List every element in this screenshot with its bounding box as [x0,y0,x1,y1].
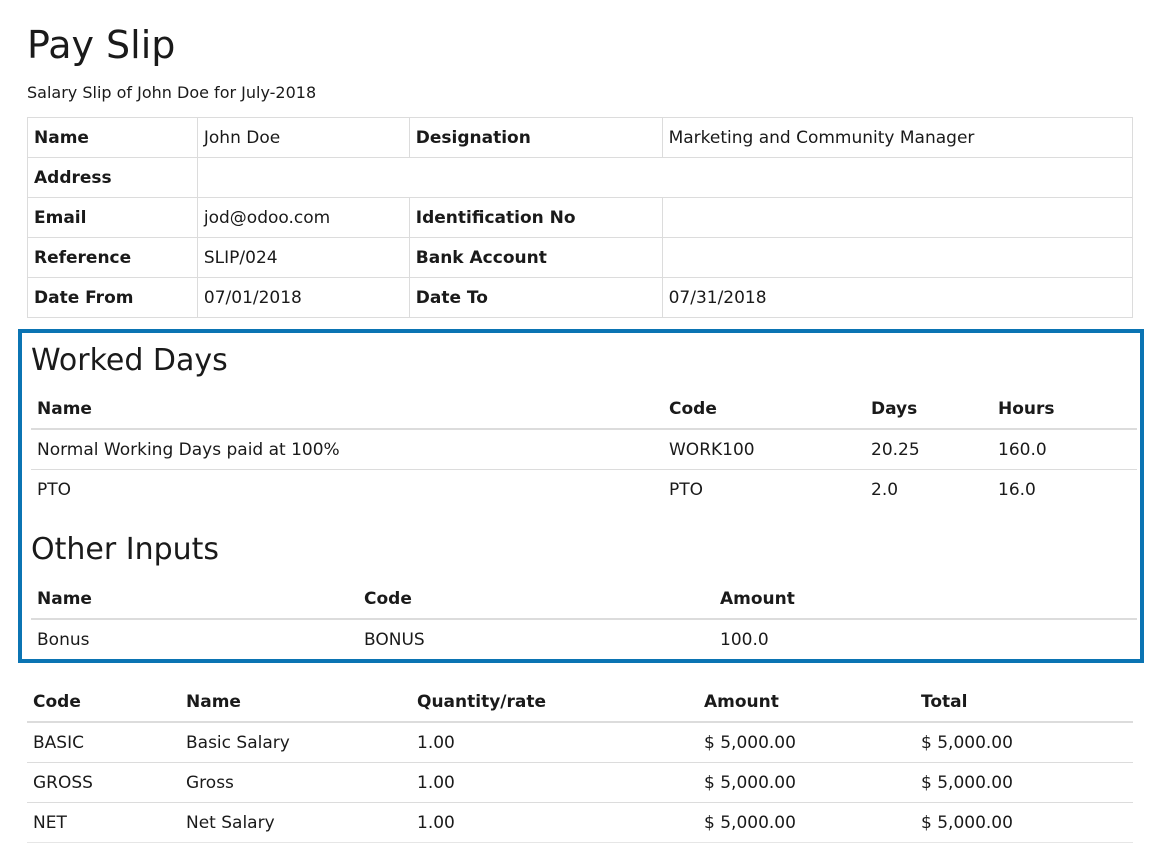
table-cell: 1.00 [411,722,698,763]
date-from-value: 07/01/2018 [196,277,410,318]
table-cell: WORK100 [663,429,865,470]
table-cell: BASIC [27,722,180,763]
column-header: Code [358,579,714,620]
info-row: Name John Doe Designation Marketing and … [27,117,1134,158]
email-value: jod@odoo.com [196,197,410,238]
column-header: Hours [992,389,1137,430]
column-header: Amount [714,579,1137,620]
table-cell: $ 5,000.00 [698,762,915,803]
date-from-label: Date From [27,277,198,318]
info-row: Email jod@odoo.com Identification No [27,197,1134,238]
table-row: GROSS Gross 1.00 $ 5,000.00 $ 5,000.00 [27,762,1133,803]
table-cell: Basic Salary [180,722,411,763]
page-subtitle: Salary Slip of John Doe for July-2018 [27,83,317,102]
bank-account-value [661,237,1134,278]
worked-days-heading: Worked Days [31,343,228,378]
name-value: John Doe [196,117,410,158]
salary-lines-table: Code Name Quantity/rate Amount Total BAS… [27,682,1133,843]
info-row: Address [27,157,1134,198]
employee-info-table: Name John Doe Designation Marketing and … [27,117,1134,318]
column-header: Name [31,389,663,430]
other-inputs-heading: Other Inputs [31,532,220,567]
identification-label: Identification No [408,197,663,238]
table-cell: PTO [669,479,704,500]
column-header: Quantity/rate [411,682,698,723]
table-cell: 1.00 [411,762,698,803]
other-inputs-table: Name Code Amount Bonus BONUS 100.0 [31,579,1137,659]
column-header: Days [865,389,992,430]
designation-value: Marketing and Community Manager [661,117,1134,158]
email-label: Email [27,197,198,238]
table-row: BASIC Basic Salary 1.00 $ 5,000.00 $ 5,0… [27,722,1133,763]
table-cell: Bonus [37,629,90,650]
info-row: Date From 07/01/2018 Date To 07/31/2018 [27,277,1134,318]
table-cell: PTO [37,479,72,500]
column-header: Amount [698,682,915,723]
table-cell: NET [27,802,180,843]
table-cell: $ 5,000.00 [915,762,1133,803]
reference-value: SLIP/024 [196,237,410,278]
table-row: NET Net Salary 1.00 $ 5,000.00 $ 5,000.0… [27,802,1133,843]
table-cell: BONUS [364,629,425,650]
designation-label: Designation [408,117,663,158]
table-row: Normal Working Days paid at 100% WORK100… [31,429,1137,470]
bank-account-label: Bank Account [408,237,663,278]
address-value [196,157,1134,198]
table-row: PTO PTO 2.0 16.0 [31,470,1137,510]
table-header-row: Code Name Quantity/rate Amount Total [27,682,1133,723]
table-cell: $ 5,000.00 [698,802,915,843]
info-row: Reference SLIP/024 Bank Account [27,237,1134,278]
worked-days-table: Name Code Days Hours Normal Working Days… [31,389,1137,509]
table-cell: 160.0 [992,429,1137,470]
address-label: Address [27,157,198,198]
column-header: Code [27,682,180,723]
table-header-row: Name Code Amount [31,579,1137,620]
table-cell: 20.25 [865,429,992,470]
column-header: Name [31,579,358,620]
date-to-value: 07/31/2018 [661,277,1134,318]
column-header: Code [663,389,865,430]
table-cell: GROSS [27,762,180,803]
table-row: Bonus BONUS 100.0 [31,619,1137,659]
date-to-label: Date To [408,277,663,318]
highlighted-inputs-section: Worked Days Name Code Days Hours Normal … [18,329,1144,663]
table-cell: 2.0 [871,479,899,500]
column-header: Name [180,682,411,723]
table-cell: 1.00 [411,802,698,843]
table-cell: Normal Working Days paid at 100% [31,429,663,470]
table-header-row: Name Code Days Hours [31,389,1137,430]
table-cell: 16.0 [998,479,1036,500]
name-label: Name [27,117,198,158]
table-cell: $ 5,000.00 [915,802,1133,843]
column-header: Total [915,682,1133,723]
table-cell: Gross [180,762,411,803]
reference-label: Reference [27,237,198,278]
identification-value [661,197,1134,238]
page-title: Pay Slip [27,23,176,67]
table-cell: $ 5,000.00 [915,722,1133,763]
table-cell: $ 5,000.00 [698,722,915,763]
table-cell: Net Salary [180,802,411,843]
table-cell: 100.0 [720,629,769,650]
